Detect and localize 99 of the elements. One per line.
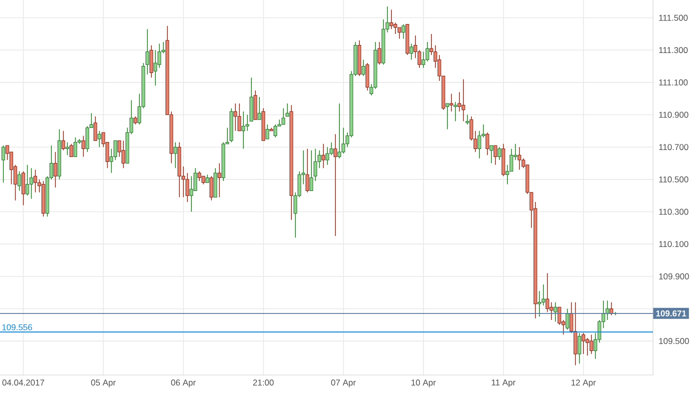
candlestick xyxy=(338,103,342,159)
candlestick xyxy=(314,148,318,182)
candlestick xyxy=(34,169,38,193)
candlestick xyxy=(410,43,414,60)
candlestick xyxy=(274,124,278,138)
candlestick xyxy=(190,176,194,212)
y-tick-label: 110.300 xyxy=(659,208,688,215)
candlestick xyxy=(378,42,382,65)
candlestick xyxy=(450,93,454,112)
candlestick xyxy=(2,145,6,183)
candlestick xyxy=(582,332,586,354)
y-tick-label: 110.700 xyxy=(659,144,688,150)
candlestick xyxy=(398,27,402,40)
candlestick xyxy=(154,50,158,86)
candlestick xyxy=(18,170,22,192)
candlestick xyxy=(326,146,330,166)
candlestick xyxy=(54,152,58,188)
candlestick xyxy=(510,148,514,172)
candlestick xyxy=(286,103,290,117)
candlestick xyxy=(94,116,98,141)
candlestick xyxy=(538,290,542,318)
candlestick xyxy=(266,124,270,140)
candlestick xyxy=(146,28,150,75)
x-tick-label: 12 Apr xyxy=(572,380,596,388)
candlestick xyxy=(158,43,162,68)
candlestick xyxy=(542,284,546,306)
y-tick-label: 110.100 xyxy=(659,241,688,248)
candlestick xyxy=(462,78,466,122)
candlestick xyxy=(238,103,242,132)
candlestick xyxy=(306,148,310,193)
candlestick xyxy=(518,146,522,170)
candlestick xyxy=(558,306,562,326)
candlestick xyxy=(466,114,470,125)
candlestick xyxy=(30,168,34,200)
candlestick xyxy=(242,111,246,150)
candlestick xyxy=(590,334,594,354)
candlestick xyxy=(66,142,70,156)
candlestick xyxy=(574,302,578,366)
candlestick xyxy=(550,302,554,320)
candlestick xyxy=(218,162,222,198)
candlestick xyxy=(186,172,190,202)
y-tick-label: 111.300 xyxy=(659,47,688,54)
y-tick-label: 109.500 xyxy=(659,338,689,344)
candlestick xyxy=(446,103,450,130)
x-tick-label: 10 Apr xyxy=(412,380,436,388)
y-tick-label: 109.900 xyxy=(659,273,689,280)
candlestick xyxy=(366,62,370,91)
candlestick xyxy=(458,92,462,112)
candlestick xyxy=(258,96,262,120)
candlestick xyxy=(586,337,590,356)
candlestick xyxy=(198,170,202,182)
candlestick xyxy=(26,164,30,196)
candlestick xyxy=(426,42,430,62)
candlestick xyxy=(86,126,90,152)
candlestick xyxy=(390,9,394,30)
candlestick xyxy=(234,103,238,132)
candlestick xyxy=(494,145,498,166)
x-tick-label: 11 Apr xyxy=(492,380,516,388)
x-tick-label: 21:00 xyxy=(253,380,274,386)
candlestick xyxy=(454,101,458,122)
x-tick-label: 07 Apr xyxy=(331,380,356,388)
candlestick xyxy=(546,272,550,312)
y-tick-label: 111.100 xyxy=(659,79,688,86)
candlestick xyxy=(22,170,26,206)
candlestick xyxy=(246,114,250,132)
candlestick xyxy=(98,130,102,148)
candlestick xyxy=(62,130,66,151)
ref-line-label: 109.556 xyxy=(2,324,32,330)
candlestick xyxy=(498,146,502,160)
candlestick xyxy=(174,142,178,168)
ref-line-label: 109.671 xyxy=(656,310,686,316)
y-tick-label: 111.500 xyxy=(659,14,688,21)
candlestick xyxy=(402,24,406,40)
candlestick xyxy=(362,59,366,76)
candlestick xyxy=(394,22,398,34)
candlestick xyxy=(74,137,78,158)
candlestick xyxy=(122,140,126,168)
candlestick xyxy=(478,130,482,159)
candlestick xyxy=(566,308,570,330)
candlestick xyxy=(422,51,426,68)
candlestick xyxy=(578,332,582,364)
x-tick-label: 04.04.2017 xyxy=(2,380,44,386)
candlestick xyxy=(210,176,214,201)
candlestick xyxy=(114,140,118,160)
candlestick xyxy=(150,44,154,78)
candlestick xyxy=(82,135,86,158)
x-tick-label: 06 Apr xyxy=(171,380,196,388)
candlestick xyxy=(486,132,490,156)
x-tick-label: 05 Apr xyxy=(91,380,116,388)
candlestick xyxy=(342,127,346,154)
candlestick xyxy=(490,145,494,164)
candlestick xyxy=(70,144,74,158)
candlestick xyxy=(322,144,326,168)
y-tick-label: 110.900 xyxy=(659,112,688,118)
candlestick xyxy=(310,150,314,192)
y-tick-label: 110.500 xyxy=(659,176,688,182)
candlestick xyxy=(334,134,338,236)
candlestick xyxy=(282,108,286,125)
candlestick xyxy=(554,302,558,322)
